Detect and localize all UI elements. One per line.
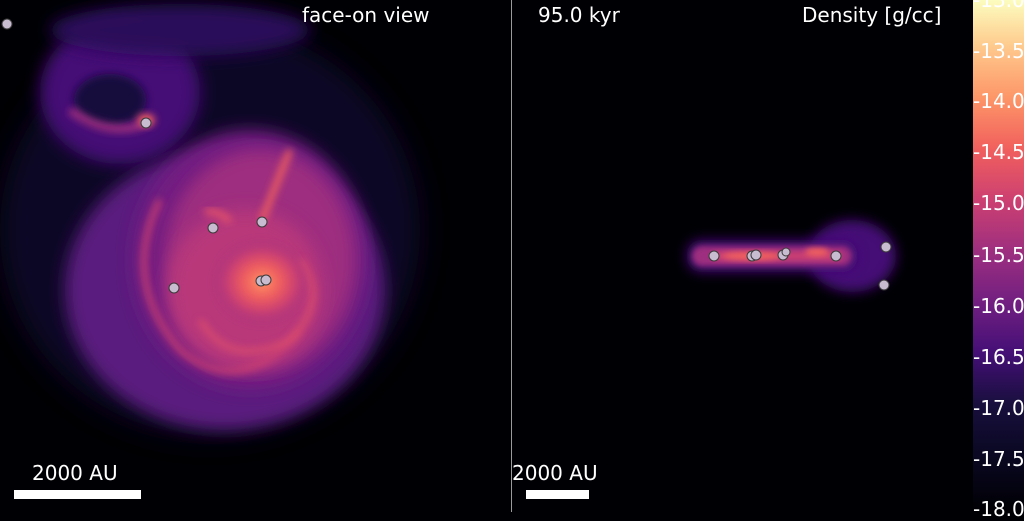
face-on-panel: face-on view 2000 AU [0, 0, 511, 512]
scale-bar [14, 490, 141, 499]
panel-divider [511, 0, 512, 512]
colorbar-tick-label: -15.5 [973, 243, 1024, 267]
colorbar-tick-label: -16.0 [973, 294, 1024, 318]
density-label: Density [g/cc] [802, 3, 942, 27]
colorbar-tick-label: -14.5 [973, 140, 1024, 164]
view-title: face-on view [302, 3, 430, 27]
colorbar-gradient [973, 0, 1024, 512]
colorbar-tick-label: -13.5 [973, 39, 1024, 63]
scale-bar-label: 2000 AU [32, 461, 118, 485]
scale-bar-label: 2000 AU [512, 461, 598, 485]
edge-on-panel: 95.0 kyr Density [g/cc] 2000 AU [512, 0, 972, 512]
colorbar-tick-label: -16.5 [973, 345, 1024, 369]
colorbar-tick-label: -17.5 [973, 447, 1024, 471]
colorbar-tick-label: -14.0 [973, 89, 1024, 113]
colorbar-tick-label: -13.0 [973, 0, 1024, 12]
face-on-density-image [0, 4, 420, 435]
time-label: 95.0 kyr [538, 3, 620, 27]
colorbar-tick-label: -15.0 [973, 191, 1024, 215]
scale-bar [526, 490, 589, 499]
colorbar-tick-label: -18.0 [973, 497, 1024, 521]
density-colorbar: -13.0 -13.5 -14.0 -14.5 -15.0 -15.5 -16.… [973, 0, 1024, 521]
edge-on-density-image [687, 220, 896, 292]
colorbar-tick-label: -17.0 [973, 396, 1024, 420]
